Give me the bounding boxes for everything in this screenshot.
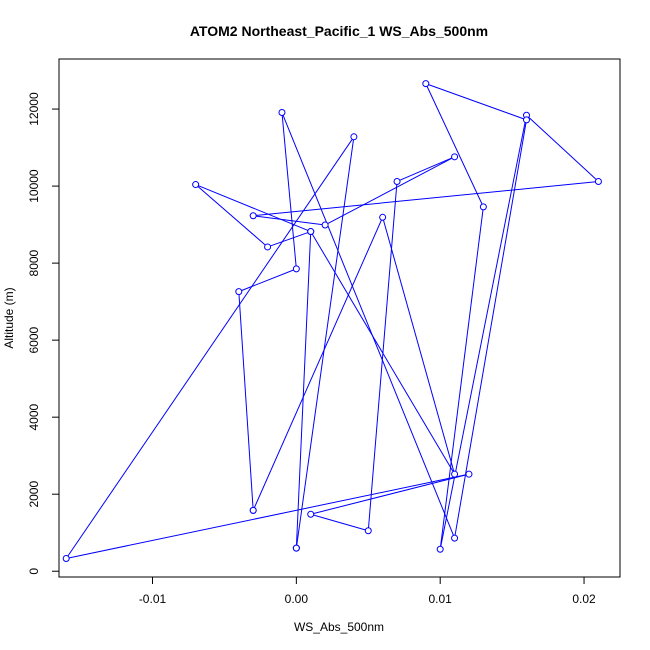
data-point bbox=[451, 153, 459, 161]
series-segment bbox=[295, 231, 312, 549]
data-point bbox=[451, 534, 459, 542]
series-segment bbox=[310, 473, 470, 515]
series-segment bbox=[195, 184, 268, 248]
chart-title: ATOM2 Northeast_Pacific_1 WS_Abs_500nm bbox=[190, 23, 488, 39]
x-axis-label: WS_Abs_500nm bbox=[294, 620, 384, 634]
series-segment bbox=[324, 156, 455, 226]
series-segment bbox=[253, 180, 599, 217]
series-segment bbox=[267, 231, 311, 248]
data-point bbox=[62, 555, 70, 563]
y-tick-label: 6000 bbox=[27, 326, 41, 353]
series-points bbox=[62, 80, 602, 563]
series-segment bbox=[454, 119, 527, 539]
x-tick-label: 0.01 bbox=[429, 592, 453, 606]
plot-frame bbox=[58, 58, 621, 578]
data-point bbox=[523, 116, 530, 124]
data-point bbox=[192, 181, 200, 189]
series-segment bbox=[382, 217, 456, 475]
x-tick-label: -0.01 bbox=[139, 592, 167, 606]
x-tick-label: 0.02 bbox=[572, 592, 596, 606]
y-axis-ticks: 0 2000 4000 6000 8000 10000 12000 bbox=[27, 92, 59, 575]
series-segment bbox=[526, 114, 599, 182]
series-segment bbox=[295, 136, 355, 549]
data-point bbox=[235, 288, 243, 296]
series-segment bbox=[367, 181, 398, 531]
data-point bbox=[307, 510, 315, 518]
series-segment bbox=[253, 215, 326, 226]
data-point bbox=[350, 133, 358, 141]
data-point bbox=[278, 109, 286, 117]
series-segment bbox=[310, 231, 456, 475]
y-tick-label: 12000 bbox=[27, 92, 41, 126]
data-point bbox=[422, 80, 430, 88]
series-segment bbox=[439, 206, 484, 550]
series-segment bbox=[238, 268, 297, 293]
data-point bbox=[451, 470, 459, 478]
series-segment bbox=[310, 513, 369, 532]
data-point bbox=[393, 177, 401, 185]
data-point bbox=[436, 545, 444, 553]
data-point bbox=[594, 177, 602, 185]
series-lines bbox=[65, 83, 599, 560]
data-point bbox=[321, 221, 329, 229]
series-segment bbox=[195, 184, 311, 233]
y-axis-label: Altitude (m) bbox=[2, 287, 16, 348]
y-tick-label: 10000 bbox=[27, 169, 41, 203]
series-segment bbox=[425, 83, 527, 121]
series-segment bbox=[238, 291, 254, 511]
data-point bbox=[307, 228, 315, 236]
x-axis-ticks: -0.01 0.00 0.01 0.02 bbox=[139, 577, 596, 606]
data-point bbox=[264, 243, 272, 251]
series-segment bbox=[396, 156, 455, 182]
data-point bbox=[465, 470, 473, 478]
y-tick-label: 2000 bbox=[27, 481, 41, 508]
data-point bbox=[479, 203, 487, 211]
series-segment bbox=[281, 112, 456, 539]
series-segment bbox=[65, 136, 355, 559]
data-point bbox=[249, 212, 257, 220]
series-segment bbox=[66, 473, 470, 560]
series-segment bbox=[252, 217, 384, 511]
data-point bbox=[379, 213, 387, 221]
series-segment bbox=[425, 83, 484, 208]
x-tick-label: 0.00 bbox=[285, 592, 309, 606]
series-segment bbox=[281, 112, 297, 269]
series-segment bbox=[439, 115, 527, 550]
y-tick-label: 8000 bbox=[27, 249, 41, 276]
y-tick-label: 4000 bbox=[27, 404, 41, 431]
data-point bbox=[292, 544, 300, 552]
data-point bbox=[292, 265, 300, 273]
y-tick-label: 0 bbox=[27, 568, 41, 575]
data-point bbox=[364, 527, 372, 535]
data-point bbox=[249, 506, 257, 514]
